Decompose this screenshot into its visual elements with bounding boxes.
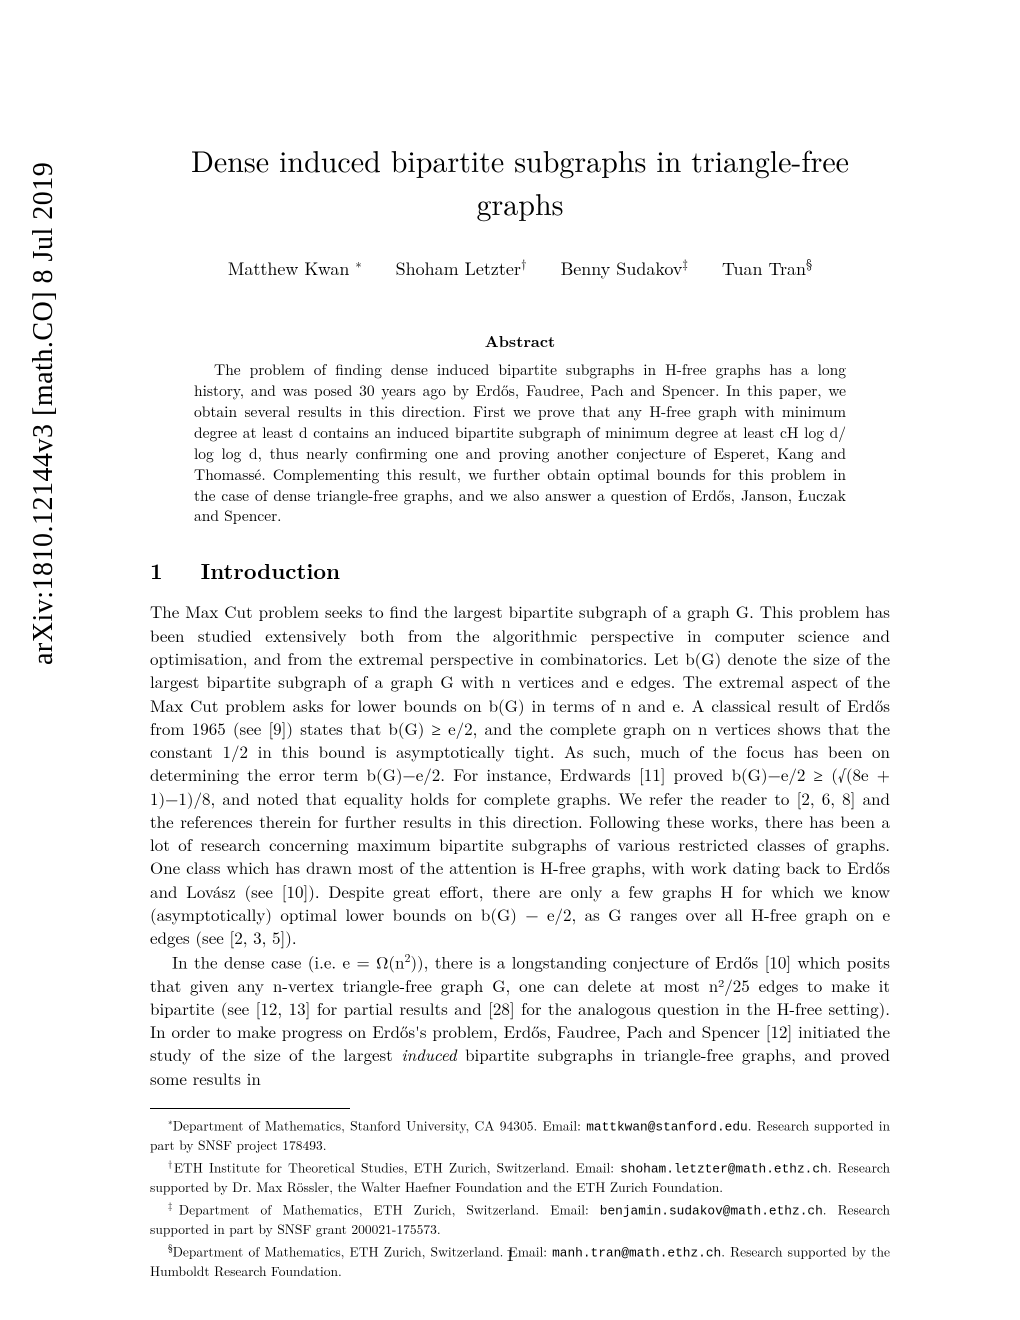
author-mark: § [806,254,812,272]
footnote-mark: ‡ [168,1198,179,1212]
footnote-email: mattkwan@stanford.edu [586,1119,747,1134]
authors-line: Matthew Kwan ∗ Shoham Letzter† Benny Sud… [150,254,890,281]
page-number: 1 [0,1242,1020,1266]
footnote-rule [150,1108,350,1109]
author-name: Shoham Letzter [396,256,521,281]
footnote-email: benjamin.sudakov@math.ethz.ch [600,1204,823,1219]
section-number: 1 [150,555,163,586]
para2-text: In the dense case (i.e. e = Ω(n [172,949,404,973]
author-mark: ‡ [682,254,688,272]
footnote-2: †ETH Institute for Theoretical Studies, … [150,1157,890,1196]
section-title: Introduction [201,555,340,586]
abstract-text: The problem of finding dense induced bip… [194,360,846,527]
footnote-email: shoham.letzter@math.ethz.ch [620,1161,828,1176]
author-name: Tuan Tran [722,256,806,281]
footnote-1: ∗Department of Mathematics, Stanford Uni… [150,1115,890,1154]
page-content: Dense induced bipartite subgraphs in tri… [150,138,890,1283]
author-name: Matthew Kwan [228,256,350,281]
author-3: Benny Sudakov‡ [561,254,688,281]
author-name: Benny Sudakov [561,256,683,281]
footnote-text: Department of Mathematics, Stanford Univ… [173,1115,587,1134]
emph-induced: induced [401,1042,456,1066]
paper-title: Dense induced bipartite subgraphs in tri… [150,138,890,224]
footnote-text: ETH Institute for Theoretical Studies, E… [174,1157,620,1176]
footnote-text: Department of Mathematics, ETH Zurich, S… [179,1200,600,1219]
footnote-3: ‡Department of Mathematics, ETH Zurich, … [150,1199,890,1238]
author-1: Matthew Kwan ∗ [228,254,362,281]
intro-para-1: The Max Cut problem seeks to find the la… [150,600,890,949]
abstract-heading: Abstract [150,329,890,352]
author-mark: † [521,254,527,272]
arxiv-stamp: arXiv:1810.12144v3 [math.CO] 8 Jul 2019 [28,162,60,665]
author-mark: ∗ [355,254,361,272]
author-4: Tuan Tran§ [722,254,812,281]
intro-para-2: In the dense case (i.e. e = Ω(n2)), ther… [150,950,890,1090]
author-2: Shoham Letzter† [396,254,527,281]
section-heading: 1 Introduction [150,555,890,586]
